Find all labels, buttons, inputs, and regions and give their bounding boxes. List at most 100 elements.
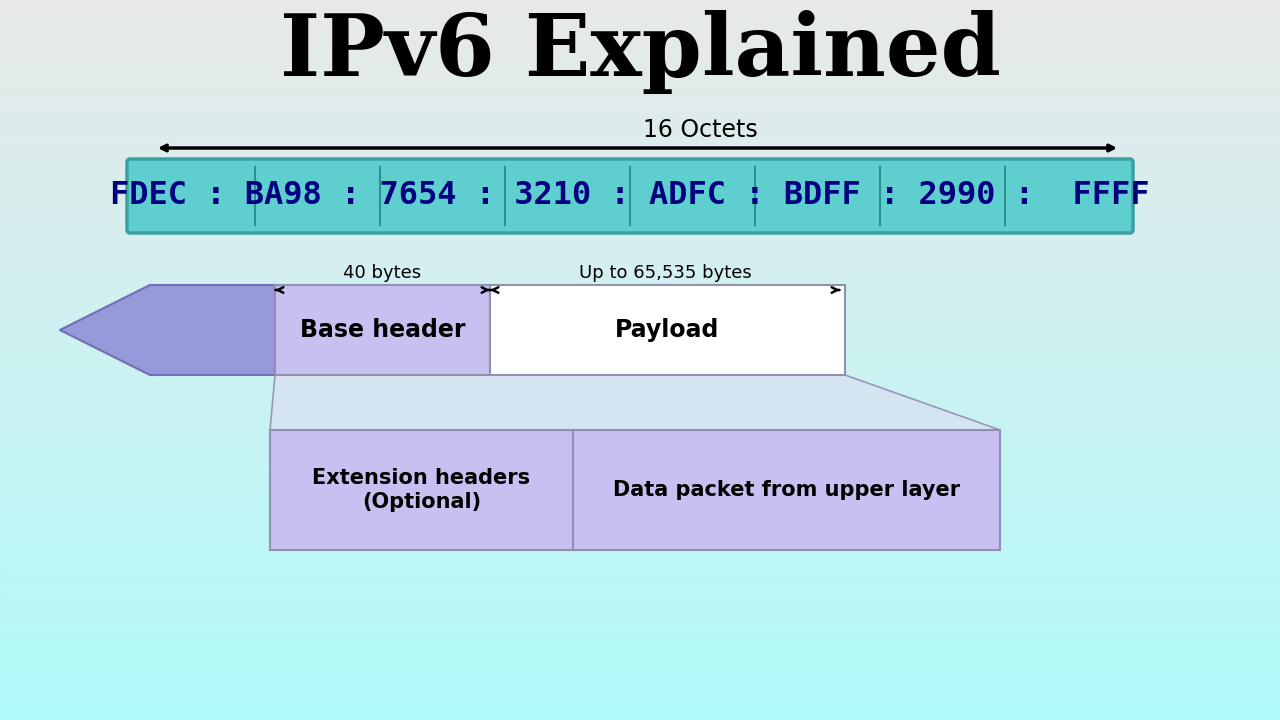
Bar: [0, 228, 1280, 230]
Bar: [0, 526, 1280, 528]
Bar: [0, 293, 1280, 295]
Bar: [0, 631, 1280, 634]
Bar: [0, 420, 1280, 423]
Bar: [0, 269, 1280, 271]
Bar: [0, 557, 1280, 559]
Bar: [0, 189, 1280, 192]
Bar: [0, 576, 1280, 578]
Bar: [0, 650, 1280, 653]
Bar: [0, 240, 1280, 243]
Bar: [0, 708, 1280, 711]
Bar: [0, 209, 1280, 211]
Bar: [0, 621, 1280, 624]
Bar: [0, 38, 1280, 41]
Bar: [0, 29, 1280, 31]
Bar: [0, 81, 1280, 84]
Bar: [0, 326, 1280, 329]
Bar: [490, 285, 845, 375]
Bar: [0, 518, 1280, 521]
Bar: [0, 665, 1280, 667]
Bar: [0, 158, 1280, 161]
Bar: [0, 297, 1280, 300]
Bar: [0, 257, 1280, 259]
Bar: [0, 283, 1280, 286]
Bar: [0, 459, 1280, 461]
Bar: [0, 243, 1280, 245]
Bar: [0, 610, 1280, 612]
Bar: [0, 639, 1280, 641]
Bar: [0, 559, 1280, 562]
Bar: [0, 554, 1280, 557]
Bar: [0, 182, 1280, 185]
Bar: [0, 470, 1280, 473]
Bar: [0, 65, 1280, 67]
Bar: [0, 624, 1280, 626]
Bar: [0, 315, 1280, 317]
Bar: [0, 581, 1280, 583]
Bar: [0, 144, 1280, 146]
Bar: [0, 252, 1280, 254]
Bar: [0, 382, 1280, 384]
Bar: [0, 0, 1280, 2]
Bar: [0, 626, 1280, 629]
Bar: [0, 485, 1280, 487]
Bar: [0, 86, 1280, 89]
Bar: [0, 629, 1280, 631]
Bar: [0, 146, 1280, 149]
Bar: [0, 504, 1280, 506]
Bar: [0, 178, 1280, 180]
Bar: [0, 473, 1280, 475]
Bar: [0, 492, 1280, 495]
Bar: [0, 403, 1280, 405]
Bar: [0, 7, 1280, 9]
Bar: [0, 113, 1280, 115]
Bar: [0, 617, 1280, 619]
Bar: [0, 451, 1280, 454]
Bar: [0, 444, 1280, 446]
Bar: [0, 254, 1280, 257]
Bar: [0, 132, 1280, 135]
Bar: [0, 351, 1280, 353]
Bar: [0, 207, 1280, 209]
Bar: [0, 384, 1280, 387]
Bar: [0, 223, 1280, 225]
Bar: [0, 369, 1280, 372]
Bar: [0, 432, 1280, 434]
Bar: [0, 454, 1280, 456]
Bar: [0, 295, 1280, 297]
Bar: [0, 646, 1280, 648]
Bar: [0, 713, 1280, 715]
Polygon shape: [60, 285, 275, 375]
Bar: [0, 218, 1280, 221]
Bar: [0, 365, 1280, 367]
Bar: [0, 106, 1280, 108]
Bar: [0, 67, 1280, 70]
Bar: [0, 634, 1280, 636]
Bar: [0, 137, 1280, 139]
Bar: [0, 353, 1280, 355]
Bar: [0, 310, 1280, 312]
Bar: [0, 173, 1280, 175]
Bar: [0, 686, 1280, 689]
Bar: [0, 461, 1280, 463]
Bar: [0, 117, 1280, 120]
Bar: [0, 545, 1280, 547]
Text: Base header: Base header: [300, 318, 465, 342]
Bar: [0, 19, 1280, 22]
Bar: [0, 94, 1280, 96]
Bar: [0, 662, 1280, 665]
Bar: [0, 34, 1280, 36]
Bar: [0, 466, 1280, 468]
Bar: [0, 259, 1280, 261]
Bar: [0, 247, 1280, 250]
Bar: [0, 446, 1280, 449]
Bar: [0, 394, 1280, 396]
Bar: [0, 655, 1280, 657]
Bar: [0, 122, 1280, 125]
Bar: [0, 535, 1280, 538]
Bar: [0, 101, 1280, 103]
Bar: [0, 91, 1280, 94]
Bar: [0, 166, 1280, 168]
Bar: [0, 511, 1280, 513]
Bar: [0, 63, 1280, 65]
